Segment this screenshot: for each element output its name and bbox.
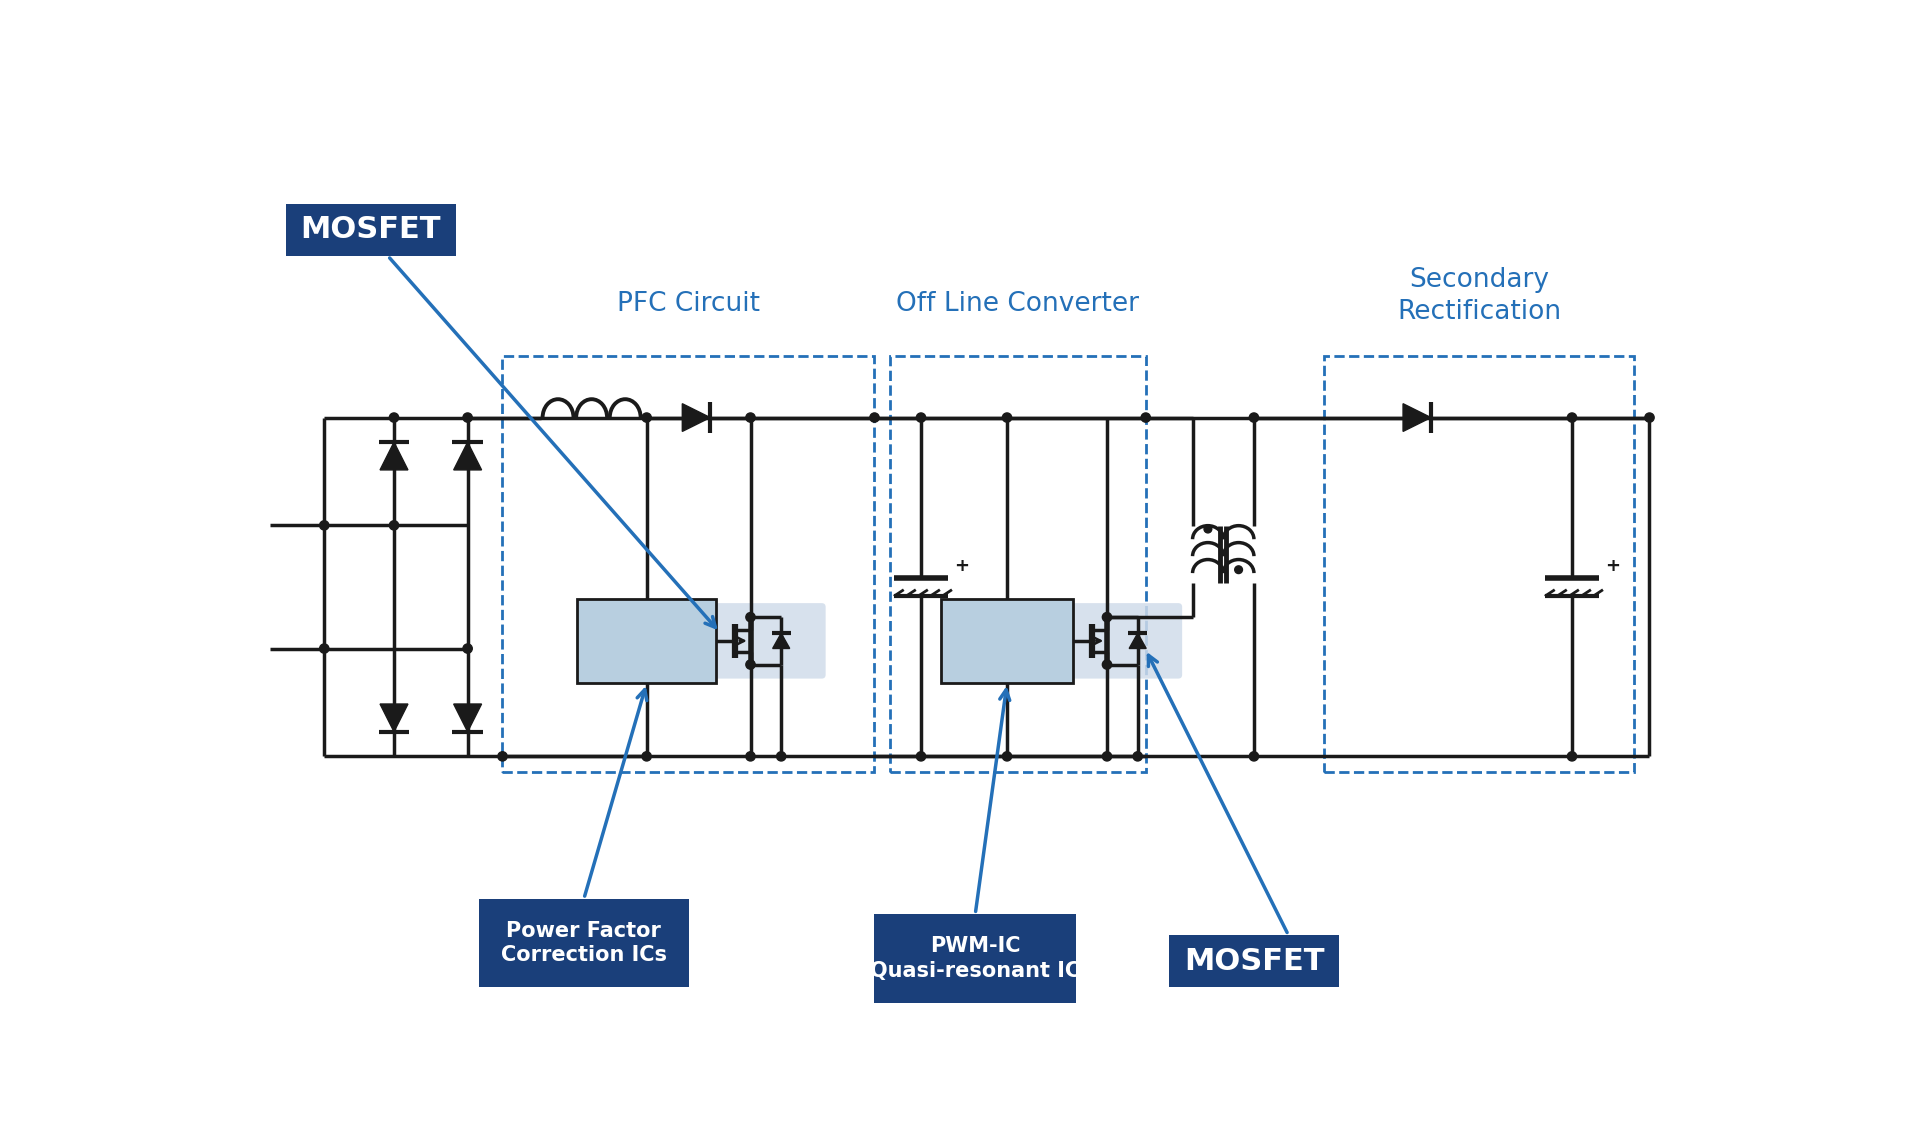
Circle shape (1644, 413, 1654, 422)
Circle shape (1103, 752, 1111, 761)
Circle shape (1568, 413, 1577, 422)
Circle shape (746, 612, 755, 622)
Polygon shape (453, 704, 482, 732)
Circle shape (1205, 525, 1212, 533)
FancyBboxPatch shape (706, 603, 826, 678)
FancyBboxPatch shape (577, 598, 717, 683)
Circle shape (1235, 566, 1243, 573)
FancyBboxPatch shape (1063, 603, 1182, 678)
Polygon shape (1130, 634, 1145, 649)
Text: Power Factor
Correction ICs: Power Factor Correction ICs (501, 921, 667, 966)
FancyBboxPatch shape (285, 204, 455, 256)
Polygon shape (380, 704, 407, 732)
Circle shape (319, 521, 329, 530)
Circle shape (1002, 413, 1011, 422)
Bar (1323, 356, 1635, 772)
FancyBboxPatch shape (1168, 935, 1340, 987)
FancyBboxPatch shape (874, 914, 1076, 1003)
Text: +: + (954, 557, 969, 574)
Circle shape (776, 752, 786, 761)
Polygon shape (380, 443, 407, 470)
FancyBboxPatch shape (941, 598, 1073, 683)
Circle shape (463, 413, 472, 422)
Circle shape (642, 752, 652, 761)
Circle shape (746, 660, 755, 669)
Circle shape (746, 752, 755, 761)
Circle shape (1103, 612, 1111, 622)
Circle shape (463, 644, 472, 653)
Circle shape (390, 413, 398, 422)
Text: PFC Circuit: PFC Circuit (618, 292, 759, 317)
Circle shape (1249, 752, 1258, 761)
Text: +: + (1606, 557, 1619, 574)
Text: Secondary
Rectification: Secondary Rectification (1398, 268, 1560, 325)
Circle shape (1002, 752, 1011, 761)
Polygon shape (1403, 404, 1430, 431)
Circle shape (746, 413, 755, 422)
Text: Off Line Converter: Off Line Converter (897, 292, 1140, 317)
Text: MOSFET: MOSFET (300, 215, 442, 244)
Text: MOSFET: MOSFET (1184, 947, 1325, 976)
Circle shape (916, 752, 925, 761)
Circle shape (642, 413, 652, 422)
Circle shape (1103, 660, 1111, 669)
Circle shape (1249, 413, 1258, 422)
Polygon shape (453, 443, 482, 470)
Circle shape (870, 413, 880, 422)
Circle shape (319, 644, 329, 653)
Polygon shape (683, 404, 709, 431)
Polygon shape (772, 634, 790, 649)
Bar (503, 356, 874, 772)
Circle shape (390, 521, 398, 530)
Text: PWM-IC
Quasi-resonant IC: PWM-IC Quasi-resonant IC (870, 936, 1080, 980)
Circle shape (1134, 752, 1141, 761)
Circle shape (497, 752, 507, 761)
Bar (889, 356, 1145, 772)
FancyBboxPatch shape (480, 899, 688, 987)
Circle shape (1141, 413, 1151, 422)
Circle shape (916, 413, 925, 422)
Circle shape (1568, 752, 1577, 761)
